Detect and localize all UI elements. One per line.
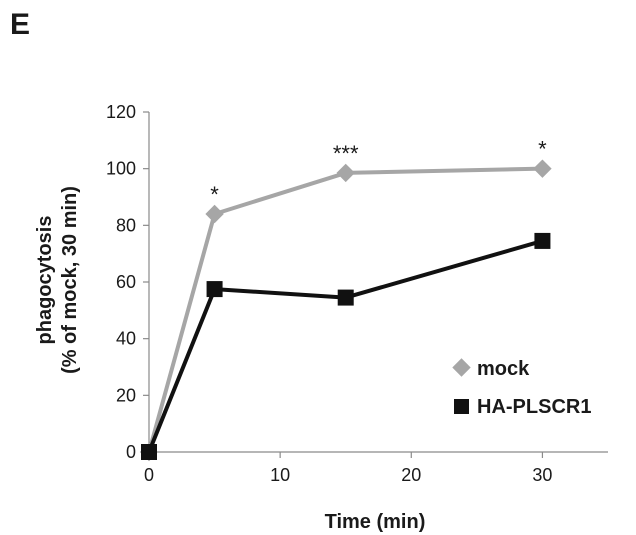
- legend-marker-ha-plscr1: [454, 399, 469, 414]
- legend-item-mock: mock: [452, 358, 530, 380]
- y-axis-ticks: 0 20 40 60 80 100 120: [106, 102, 149, 462]
- y-tick-label: 100: [106, 159, 136, 179]
- series-line-mock: [147, 166, 543, 453]
- y-tick-label: 60: [116, 272, 136, 292]
- legend-label-mock: mock: [477, 358, 530, 380]
- y-tick-label: 40: [116, 329, 136, 349]
- series-line-ha-plscr1: [147, 238, 543, 453]
- series-ha-plscr1: [141, 232, 551, 460]
- panel-letter: E: [10, 8, 31, 41]
- significance-annotations: **** *: [210, 137, 547, 207]
- legend-marker-mock: [452, 358, 471, 377]
- y-tick-label: 120: [106, 102, 136, 122]
- y-tick-label: 0: [126, 442, 136, 462]
- y-tick-label: 20: [116, 385, 136, 405]
- significance-label: ***: [333, 141, 359, 166]
- data-point-ha-plscr1: [534, 232, 551, 249]
- legend: mock HA-PLSCR1: [452, 358, 591, 418]
- data-point-mock: [205, 204, 224, 224]
- x-tick-label: 20: [401, 465, 421, 485]
- data-point-mock: [336, 163, 355, 183]
- legend-label-ha-plscr1: HA-PLSCR1: [477, 396, 591, 418]
- significance-label: *: [538, 137, 547, 162]
- y-axis-title-line1: phagocytosis: [34, 216, 56, 345]
- x-axis-title: Time (min): [325, 511, 426, 533]
- data-point-mock: [533, 159, 552, 178]
- x-axis-ticks: 0 10 20 30: [144, 452, 552, 485]
- x-tick-label: 10: [270, 465, 290, 485]
- data-point-ha-plscr1: [141, 444, 157, 460]
- y-tick-label: 80: [116, 215, 136, 235]
- x-tick-label: 0: [144, 465, 154, 485]
- data-point-ha-plscr1: [206, 281, 223, 298]
- series-layer: [139, 159, 552, 462]
- x-tick-label: 30: [532, 465, 552, 485]
- y-axis-title-line2: (% of mock, 30 min): [59, 186, 81, 374]
- legend-item-ha-plscr1: HA-PLSCR1: [454, 396, 591, 418]
- significance-label: *: [210, 182, 219, 207]
- data-point-ha-plscr1: [337, 289, 354, 306]
